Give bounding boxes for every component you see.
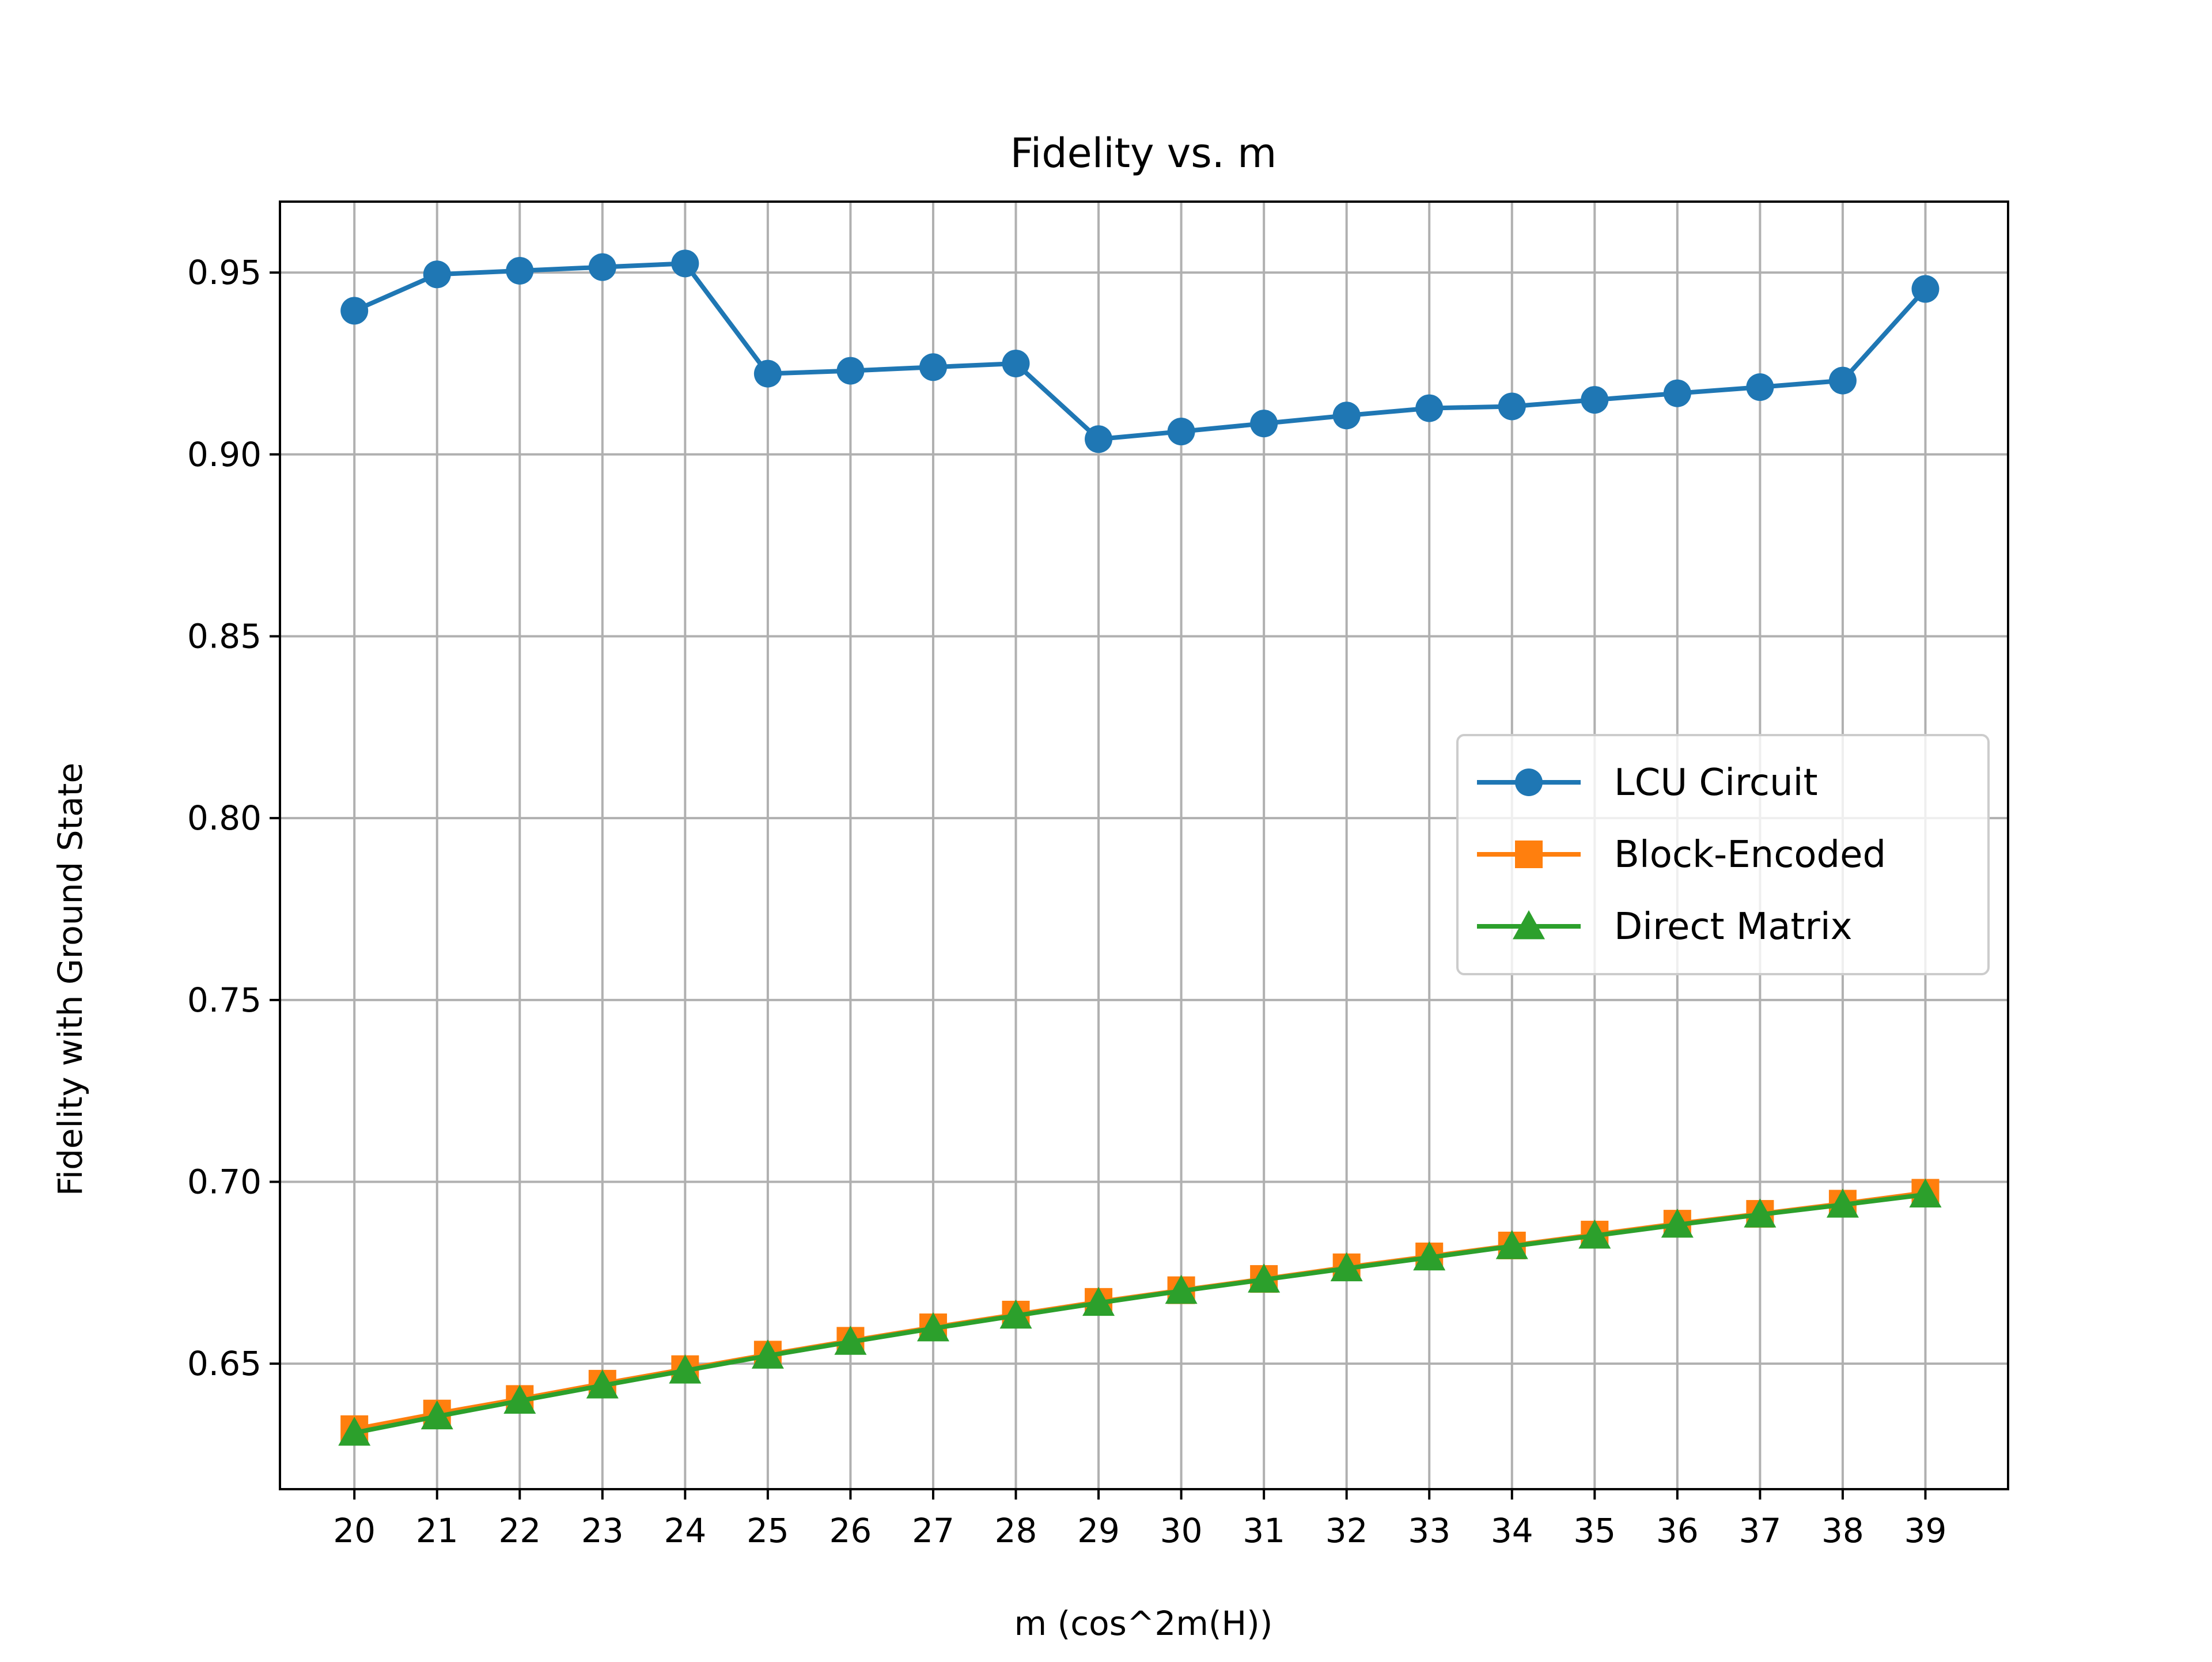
x-tick-label: 36 (1656, 1511, 1699, 1550)
data-point-lcu-circuit (671, 249, 699, 278)
legend-label: Block-Encoded (1614, 834, 1886, 876)
legend-box (1456, 734, 1990, 975)
legend-marker (1515, 768, 1543, 796)
series-lcu-circuit (340, 249, 1940, 453)
data-point-lcu-circuit (423, 260, 451, 289)
x-tick-label: 29 (1077, 1511, 1120, 1550)
data-point-direct-matrix (338, 1417, 371, 1446)
y-tick-label: 0.65 (187, 1344, 262, 1383)
y-axis-label: Fidelity with Ground State (51, 763, 90, 1196)
x-tick-label: 22 (498, 1511, 541, 1550)
legend-label: LCU Circuit (1614, 762, 1818, 804)
data-point-direct-matrix (751, 1339, 784, 1369)
legend: LCU Circuit Block-Encoded Direct Matrix (1456, 734, 1990, 975)
y-tick-label: 0.80 (187, 798, 262, 838)
legend-label: Direct Matrix (1614, 906, 1852, 948)
data-point-lcu-circuit (836, 357, 865, 385)
data-point-lcu-circuit (1250, 410, 1278, 438)
data-point-direct-matrix (1330, 1252, 1363, 1282)
data-point-direct-matrix (503, 1384, 536, 1414)
data-point-direct-matrix (999, 1299, 1032, 1329)
x-tick-label: 24 (664, 1511, 706, 1550)
x-tick-label: 20 (333, 1511, 376, 1550)
data-point-lcu-circuit (1002, 349, 1030, 377)
y-tick-label: 0.85 (187, 616, 262, 656)
legend-item-lcu-circuit: LCU Circuit (1477, 762, 1818, 804)
data-point-direct-matrix (916, 1312, 949, 1342)
data-point-lcu-circuit (1746, 373, 1774, 401)
data-point-direct-matrix (669, 1354, 702, 1384)
data-point-direct-matrix (1165, 1274, 1198, 1304)
data-point-direct-matrix (586, 1369, 619, 1399)
data-point-direct-matrix (1578, 1219, 1611, 1249)
legend-marker (1513, 910, 1545, 940)
x-tick-label: 27 (912, 1511, 955, 1550)
series-layer (338, 249, 1942, 1446)
data-point-lcu-circuit (1085, 425, 1113, 453)
data-point-lcu-circuit (340, 297, 369, 325)
legend-marker (1515, 841, 1543, 868)
data-point-lcu-circuit (1415, 394, 1444, 422)
data-point-direct-matrix (1744, 1198, 1777, 1228)
data-point-lcu-circuit (1332, 402, 1361, 430)
x-tick-label: 34 (1491, 1511, 1533, 1550)
x-tick-label: 35 (1573, 1511, 1616, 1550)
data-point-lcu-circuit (1828, 366, 1857, 395)
series-block-encoded (340, 1179, 1940, 1443)
x-tick-label: 26 (830, 1511, 872, 1550)
data-point-lcu-circuit (1663, 379, 1691, 407)
x-tick-label: 21 (416, 1511, 459, 1550)
y-tick-label: 0.70 (187, 1163, 262, 1202)
data-point-direct-matrix (1495, 1230, 1528, 1259)
data-point-direct-matrix (1413, 1241, 1446, 1271)
data-point-lcu-circuit (506, 256, 534, 285)
x-tick-label: 32 (1325, 1511, 1368, 1550)
x-tick-label: 33 (1408, 1511, 1450, 1550)
data-point-direct-matrix (1909, 1178, 1942, 1208)
x-tick-label: 30 (1160, 1511, 1203, 1550)
data-point-lcu-circuit (1911, 275, 1940, 303)
x-tick-label: 39 (1904, 1511, 1947, 1550)
data-point-lcu-circuit (753, 359, 782, 388)
y-tick-label: 0.75 (187, 980, 262, 1020)
data-point-lcu-circuit (1581, 386, 1609, 414)
series-direct-matrix (338, 1178, 1942, 1446)
data-point-lcu-circuit (919, 353, 947, 381)
y-tick-label: 0.95 (187, 253, 262, 292)
data-point-direct-matrix (1082, 1286, 1115, 1316)
x-tick-label: 38 (1821, 1511, 1864, 1550)
series-line-direct-matrix (354, 1192, 1926, 1436)
data-point-direct-matrix (1826, 1188, 1859, 1218)
axes: 20 21 22 23 24 25 26 27 28 29 30 31 32 33 34 35 36 37 38 39… (187, 200, 2009, 1550)
x-tick-label: 23 (581, 1511, 624, 1550)
x-tick-label: 31 (1243, 1511, 1285, 1550)
data-point-lcu-circuit (1167, 418, 1195, 446)
chart-title: Fidelity vs. m (1010, 130, 1277, 177)
y-tick-label: 0.90 (187, 435, 262, 474)
data-point-direct-matrix (421, 1400, 453, 1430)
data-point-direct-matrix (1248, 1263, 1281, 1293)
data-point-direct-matrix (1661, 1209, 1694, 1238)
x-tick-label: 37 (1738, 1511, 1781, 1550)
data-point-lcu-circuit (588, 253, 616, 281)
data-point-lcu-circuit (1498, 392, 1526, 421)
x-tick-label: 25 (747, 1511, 789, 1550)
series-line-lcu-circuit (353, 261, 1927, 442)
x-tick-label: 28 (995, 1511, 1037, 1550)
x-axis-label: m (cos^2m(H)) (1014, 1604, 1273, 1643)
legend-item-direct-matrix: Direct Matrix (1477, 906, 1852, 948)
plot-frame (279, 200, 2009, 1490)
data-point-direct-matrix (834, 1326, 867, 1355)
legend-item-block-encoded: Block-Encoded (1477, 834, 1886, 876)
